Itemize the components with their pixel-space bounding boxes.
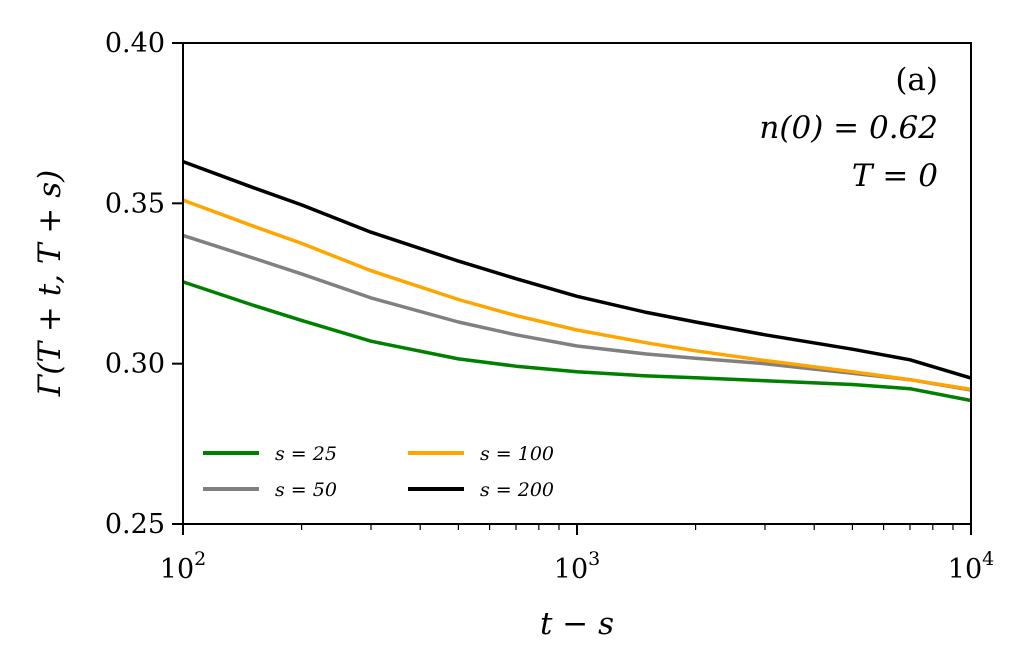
series-layer <box>182 159 972 403</box>
annotation-temperature: T = 0 <box>852 158 938 194</box>
tick-labels: 102 103 104 0.25 0.30 0.35 0.40 <box>105 28 994 585</box>
x-tick-label: 104 <box>948 548 994 585</box>
legend-box <box>184 427 618 523</box>
legend-label-4: s = 200 <box>480 479 554 501</box>
series-line-3 <box>182 198 972 392</box>
y-tick-label: 0.35 <box>105 188 165 219</box>
plot-frame <box>182 42 972 525</box>
series-line-2 <box>182 233 972 392</box>
y-tick-label: 0.40 <box>105 28 165 59</box>
series-line-4 <box>182 159 972 380</box>
x-tick-label: 102 <box>160 548 206 585</box>
annotation-n0: n(0) = 0.62 <box>759 110 938 146</box>
panel-label: (a) <box>895 62 938 98</box>
series-line-1 <box>182 280 972 403</box>
legend-label-1: s = 25 <box>275 443 337 465</box>
legend-label-2: s = 50 <box>275 479 337 501</box>
y-tick-label: 0.30 <box>105 349 165 380</box>
y-axis-label: Γ(T + t, T + s) <box>32 170 68 398</box>
major-ticks <box>172 42 972 535</box>
legend-label-3: s = 100 <box>480 443 554 465</box>
y-tick-label: 0.25 <box>105 509 165 540</box>
legend: s = 25 s = 50 s = 100 s = 200 <box>184 427 618 523</box>
x-tick-label: 103 <box>554 548 600 585</box>
x-axis-label: t − s <box>540 606 614 642</box>
